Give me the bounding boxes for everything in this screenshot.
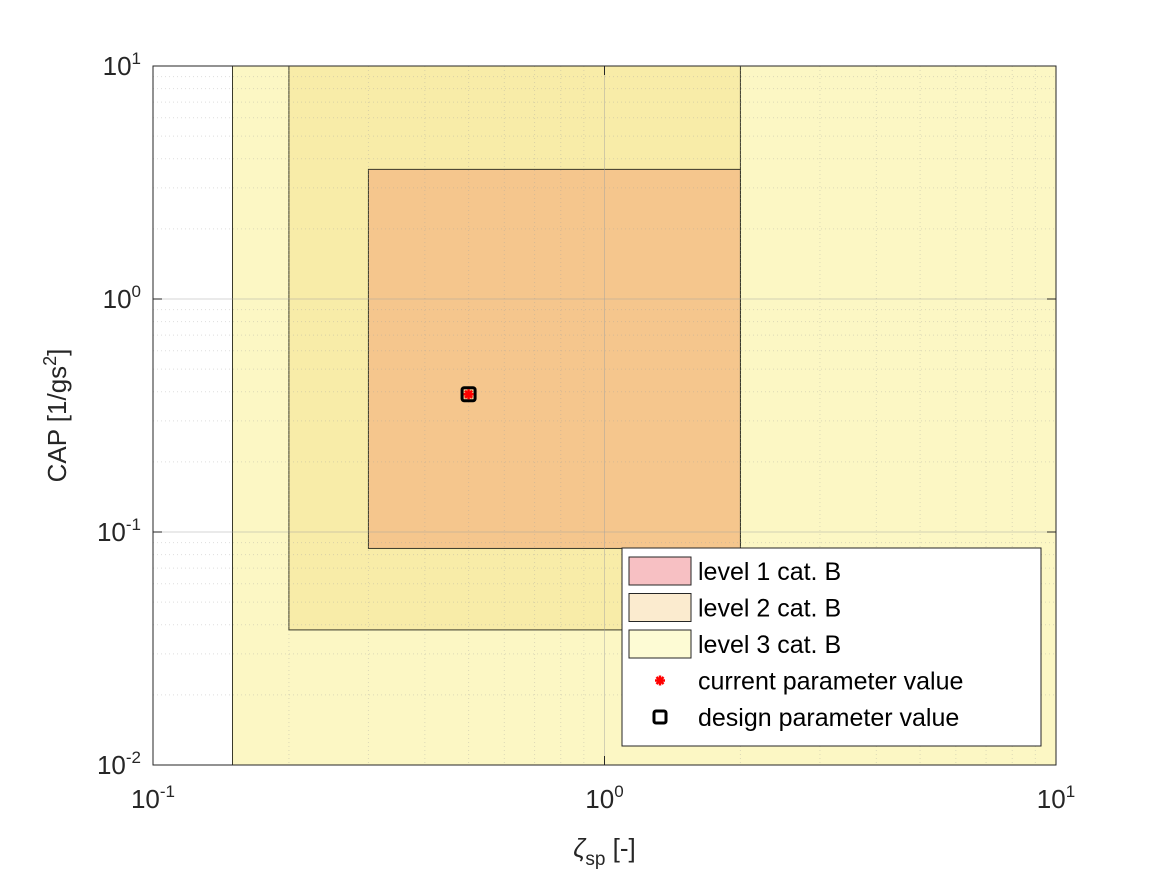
plot-area: [152, 65, 1057, 766]
legend-label: design parameter value: [698, 704, 959, 732]
legend: level 1 cat. B level 2 cat. B level 3 cat.…: [621, 547, 1042, 747]
legend-asterisk-marker: [655, 675, 665, 686]
legend-swatch: [628, 629, 692, 659]
y-tick-label-exp: 1: [132, 49, 141, 68]
x-axis-label-suffix: [-]: [605, 833, 635, 863]
asterisk-stroke: [464, 389, 474, 399]
y-axis-label-suffix: ]: [42, 349, 72, 356]
x-tick-label-base: 10: [1037, 784, 1066, 814]
x-tick-label-base: 10: [131, 784, 160, 814]
legend-item: level 2 cat. B: [628, 593, 841, 623]
legend-label: current parameter value: [698, 668, 963, 696]
legend-label: level 1 cat. B: [698, 558, 841, 586]
x-tick-label: 10-1: [131, 782, 175, 814]
x-axis-label-sub: sp: [585, 849, 605, 870]
y-tick-label: 10-1: [97, 515, 141, 547]
legend-item: current parameter value: [655, 668, 963, 696]
legend-square-marker: [652, 709, 668, 725]
x-tick-label: 101: [1037, 782, 1075, 814]
x-axis-label-main: ζ: [573, 833, 587, 863]
y-tick-label-exp: 0: [132, 282, 141, 301]
y-tick-label-base: 10: [103, 284, 132, 314]
legend-label: level 3 cat. B: [698, 631, 841, 659]
asterisk-stroke: [655, 676, 665, 685]
legend-label: level 2 cat. B: [698, 595, 841, 623]
x-tick-label: 100: [585, 782, 623, 814]
y-axis-label-main: CAP [1/gs: [42, 366, 72, 483]
y-tick-label-exp: -2: [126, 748, 141, 767]
svg-text:CAP [1/gs2]: CAP [1/gs2]: [40, 349, 72, 483]
x-tick-label-exp: 0: [614, 782, 623, 801]
x-tick-label-base: 10: [585, 784, 614, 814]
svg-text:ζsp [-]: ζsp [-]: [573, 833, 635, 870]
y-tick-label-exp: -1: [126, 515, 141, 534]
region-3: [367, 168, 741, 549]
legend-item: level 3 cat. B: [628, 629, 841, 659]
current-parameter-marker: [463, 389, 474, 400]
x-tick-label-exp: -1: [160, 782, 175, 801]
legend-swatch: [628, 556, 692, 586]
y-tick-label: 10-2: [97, 748, 141, 780]
points-layer: [460, 386, 477, 403]
y-tick-label: 101: [103, 49, 141, 81]
legend-item: level 1 cat. B: [628, 556, 841, 586]
y-tick-label-base: 10: [97, 750, 126, 780]
x-tick-label-exp: 1: [1066, 782, 1075, 801]
legend-box: [621, 547, 1042, 747]
x-axis-label: ζsp [-]: [573, 833, 635, 870]
y-axis-label-sup: 2: [40, 356, 60, 366]
y-tick-label-base: 10: [103, 51, 132, 81]
y-tick-label: 100: [103, 282, 141, 314]
design-parameter-marker: [460, 386, 477, 403]
legend-item: design parameter value: [652, 704, 959, 732]
legend-swatch: [628, 593, 692, 622]
y-axis-label: CAP [1/gs2]: [40, 349, 72, 483]
y-tick-label-base: 10: [97, 517, 126, 547]
